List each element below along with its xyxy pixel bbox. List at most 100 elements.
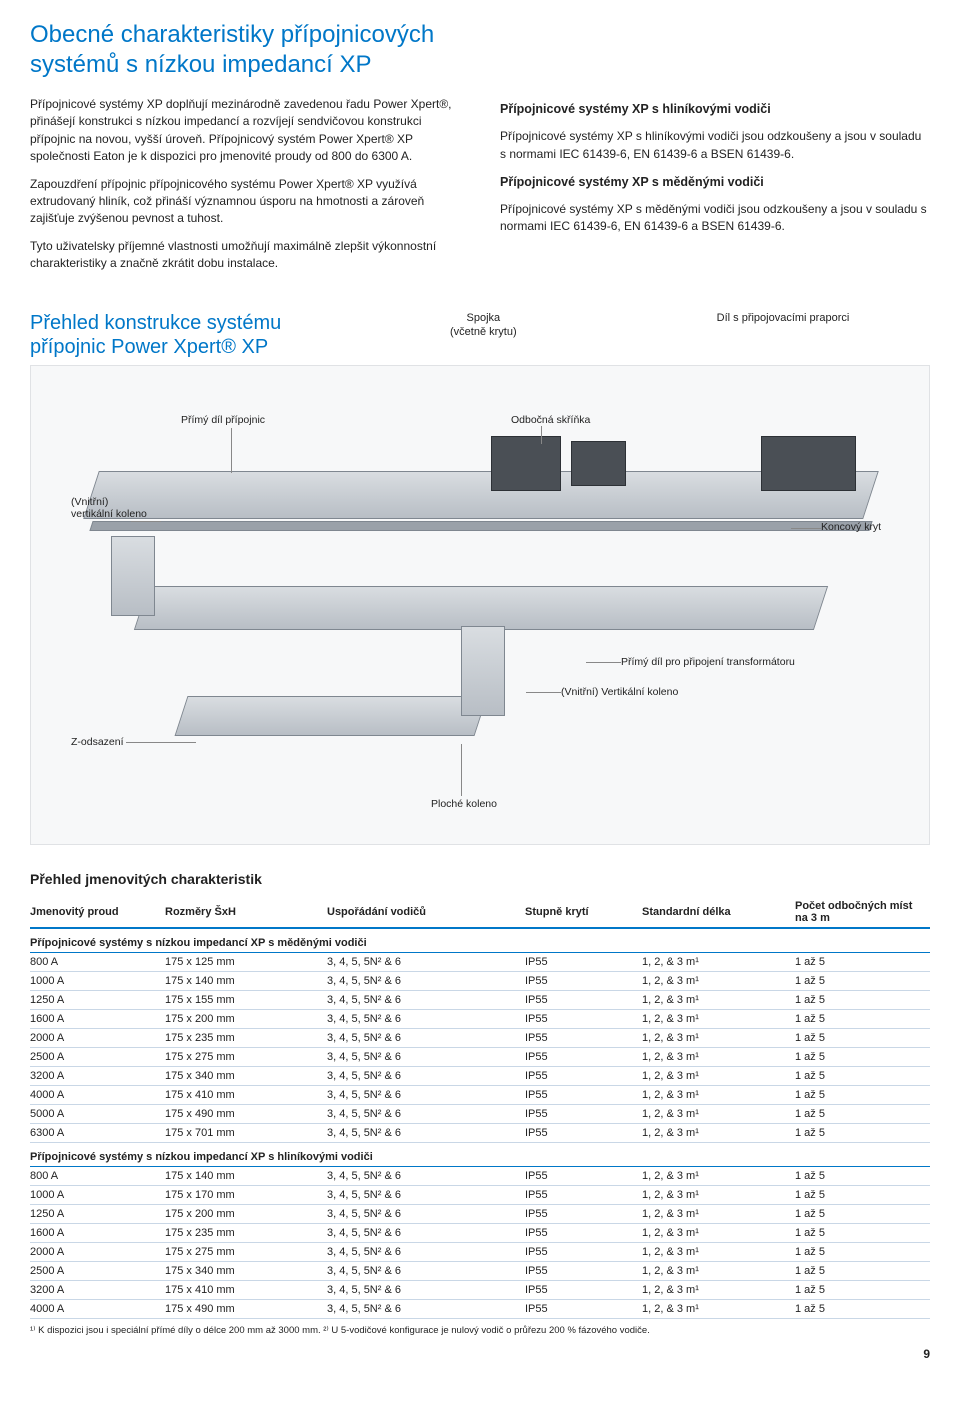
diagram-illustration: Přímý díl přípojnic Odbočná skříňka (Vni… xyxy=(30,365,930,845)
table-cell: 3, 4, 5, 5N² & 6 xyxy=(327,1123,525,1142)
table-cell: 5000 A xyxy=(30,1104,165,1123)
table-cell: IP55 xyxy=(525,1280,642,1299)
table-row: 2000 A175 x 235 mm3, 4, 5, 5N² & 6IP551,… xyxy=(30,1028,930,1047)
table-cell: 3, 4, 5, 5N² & 6 xyxy=(327,1104,525,1123)
table-cell: 1, 2, & 3 m¹ xyxy=(642,952,795,971)
table-cell: 3, 4, 5, 5N² & 6 xyxy=(327,1280,525,1299)
table-cell: 3, 4, 5, 5N² & 6 xyxy=(327,1009,525,1028)
table-cell: 1, 2, & 3 m¹ xyxy=(642,1204,795,1223)
table-cell: 1, 2, & 3 m¹ xyxy=(642,1009,795,1028)
right-p2: Přípojnicové systémy XP s měděnými vodič… xyxy=(500,201,930,236)
table-cell: 1 až 5 xyxy=(795,1223,930,1242)
table-cell: 3, 4, 5, 5N² & 6 xyxy=(327,1085,525,1104)
table-cell: IP55 xyxy=(525,1223,642,1242)
table-cell: 1 až 5 xyxy=(795,1185,930,1204)
table-cell: 175 x 140 mm xyxy=(165,1166,327,1185)
table-cell: 175 x 125 mm xyxy=(165,952,327,971)
table-cell: IP55 xyxy=(525,1028,642,1047)
table-cell: 1 až 5 xyxy=(795,952,930,971)
col-usporadani: Uspořádání vodičů xyxy=(327,897,525,928)
table-cell: 175 x 275 mm xyxy=(165,1242,327,1261)
table-cell: 175 x 235 mm xyxy=(165,1028,327,1047)
table-cell: 6300 A xyxy=(30,1123,165,1142)
table-row: 3200 A175 x 340 mm3, 4, 5, 5N² & 6IP551,… xyxy=(30,1066,930,1085)
table-cell: IP55 xyxy=(525,1085,642,1104)
table-cell: 3, 4, 5, 5N² & 6 xyxy=(327,1223,525,1242)
diagram-title: Přehled konstrukce systému přípojnic Pow… xyxy=(30,311,310,359)
table-cell: 1000 A xyxy=(30,971,165,990)
table-cell: 175 x 275 mm xyxy=(165,1047,327,1066)
table-cell: 1 až 5 xyxy=(795,1047,930,1066)
table-row: 1250 A175 x 200 mm3, 4, 5, 5N² & 6IP551,… xyxy=(30,1204,930,1223)
table-cell: IP55 xyxy=(525,1204,642,1223)
table-cell: 1, 2, & 3 m¹ xyxy=(642,1223,795,1242)
table-cell: 1, 2, & 3 m¹ xyxy=(642,1085,795,1104)
label-z-odsazeni: Z-odsazení xyxy=(71,736,124,749)
table-cell: 175 x 340 mm xyxy=(165,1066,327,1085)
table-cell: IP55 xyxy=(525,971,642,990)
table-footnote: ¹⁾ K dispozici jsou i speciální přímé dí… xyxy=(30,1325,930,1337)
diagram-section: Přehled konstrukce systému přípojnic Pow… xyxy=(30,311,930,845)
label-koncovy: Koncový kryt xyxy=(821,521,881,534)
table-cell: 3, 4, 5, 5N² & 6 xyxy=(327,1204,525,1223)
label-primy-transf: Přímý díl pro připojení transformátoru xyxy=(621,656,795,669)
table-row: 1250 A175 x 155 mm3, 4, 5, 5N² & 6IP551,… xyxy=(30,990,930,1009)
table-cell: 1, 2, & 3 m¹ xyxy=(642,1280,795,1299)
table-section: Přehled jmenovitých charakteristik Jmeno… xyxy=(30,871,930,1337)
table-cell: 2500 A xyxy=(30,1261,165,1280)
page-title: Obecné charakteristiky přípojnicových sy… xyxy=(30,20,510,80)
table-cell: 2000 A xyxy=(30,1242,165,1261)
table-row: 2500 A175 x 275 mm3, 4, 5, 5N² & 6IP551,… xyxy=(30,1047,930,1066)
table-cell: 3, 4, 5, 5N² & 6 xyxy=(327,1261,525,1280)
table-cell: 4000 A xyxy=(30,1299,165,1318)
label-primy-dil: Přímý díl přípojnic xyxy=(181,414,265,427)
table-group-row: Přípojnicové systémy s nízkou impedancí … xyxy=(30,1142,930,1166)
table-cell: 175 x 170 mm xyxy=(165,1185,327,1204)
table-cell: IP55 xyxy=(525,990,642,1009)
label-dil-praporci-top: Díl s připojovacími praporci xyxy=(717,311,850,325)
table-cell: 3, 4, 5, 5N² & 6 xyxy=(327,1028,525,1047)
table-row: 800 A175 x 140 mm3, 4, 5, 5N² & 6IP551, … xyxy=(30,1166,930,1185)
table-group-row: Přípojnicové systémy s nízkou impedancí … xyxy=(30,928,930,953)
page-number: 9 xyxy=(30,1347,930,1361)
table-cell: 1, 2, & 3 m¹ xyxy=(642,1123,795,1142)
characteristics-table: Jmenovitý proud Rozměry ŠxH Uspořádání v… xyxy=(30,897,930,1319)
table-cell: 3, 4, 5, 5N² & 6 xyxy=(327,971,525,990)
table-cell: 1 až 5 xyxy=(795,1104,930,1123)
table-row: 4000 A175 x 410 mm3, 4, 5, 5N² & 6IP551,… xyxy=(30,1085,930,1104)
table-row: 3200 A175 x 410 mm3, 4, 5, 5N² & 6IP551,… xyxy=(30,1280,930,1299)
table-row: 2000 A175 x 275 mm3, 4, 5, 5N² & 6IP551,… xyxy=(30,1242,930,1261)
table-cell: 800 A xyxy=(30,1166,165,1185)
table-cell: 1 až 5 xyxy=(795,1242,930,1261)
label-vnitrni-vert: (Vnitřní) vertikální koleno xyxy=(71,496,147,521)
table-cell: 175 x 235 mm xyxy=(165,1223,327,1242)
table-row: 1600 A175 x 200 mm3, 4, 5, 5N² & 6IP551,… xyxy=(30,1009,930,1028)
intro-p3: Tyto uživatelsky příjemné vlastnosti umo… xyxy=(30,238,460,273)
label-odbocna: Odbočná skříňka xyxy=(511,414,590,427)
label-ploche: Ploché koleno xyxy=(431,798,497,811)
table-cell: 175 x 200 mm xyxy=(165,1204,327,1223)
table-row: 4000 A175 x 490 mm3, 4, 5, 5N² & 6IP551,… xyxy=(30,1299,930,1318)
label-spojka-top: Spojka (včetně krytu) xyxy=(450,311,517,340)
table-cell: 1 až 5 xyxy=(795,990,930,1009)
table-cell: 175 x 410 mm xyxy=(165,1280,327,1299)
table-cell: 1, 2, & 3 m¹ xyxy=(642,1261,795,1280)
table-title: Přehled jmenovitých charakteristik xyxy=(30,871,930,887)
table-row: 5000 A175 x 490 mm3, 4, 5, 5N² & 6IP551,… xyxy=(30,1104,930,1123)
intro-columns: Přípojnicové systémy XP doplňují mezinár… xyxy=(30,96,930,283)
table-cell: 800 A xyxy=(30,952,165,971)
table-cell: 3, 4, 5, 5N² & 6 xyxy=(327,1185,525,1204)
col-stupne: Stupně krytí xyxy=(525,897,642,928)
table-cell: 1 až 5 xyxy=(795,1299,930,1318)
table-cell: 1 až 5 xyxy=(795,1009,930,1028)
table-cell: 3, 4, 5, 5N² & 6 xyxy=(327,1242,525,1261)
right-column: Přípojnicové systémy XP s hliníkovými vo… xyxy=(500,96,930,283)
table-cell: 1, 2, & 3 m¹ xyxy=(642,1242,795,1261)
table-cell: 2000 A xyxy=(30,1028,165,1047)
table-cell: IP55 xyxy=(525,952,642,971)
table-cell: 1, 2, & 3 m¹ xyxy=(642,1047,795,1066)
table-row: 1000 A175 x 140 mm3, 4, 5, 5N² & 6IP551,… xyxy=(30,971,930,990)
table-cell: 1 až 5 xyxy=(795,1204,930,1223)
table-cell: 3, 4, 5, 5N² & 6 xyxy=(327,1299,525,1318)
table-cell: 1 až 5 xyxy=(795,1066,930,1085)
